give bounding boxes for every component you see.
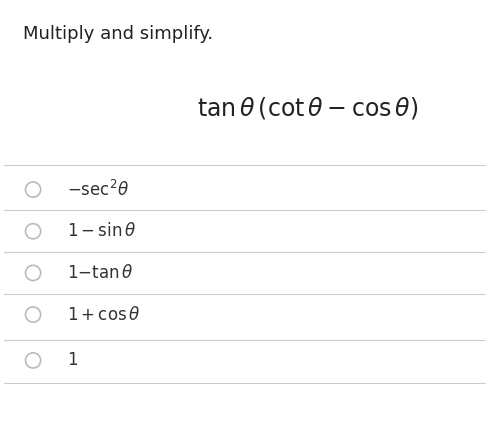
Text: Multiply and simplify.: Multiply and simplify. <box>24 25 214 43</box>
Text: $\tan\theta\,(\cot\theta - \cos\theta)$: $\tan\theta\,(\cot\theta - \cos\theta)$ <box>197 95 418 121</box>
Point <box>29 269 37 276</box>
Text: $1$: $1$ <box>67 352 78 369</box>
Point <box>29 186 37 193</box>
Point <box>29 311 37 318</box>
Text: $1 - \sin\theta$: $1 - \sin\theta$ <box>67 222 136 240</box>
Text: $- \sec^2\!\theta$: $- \sec^2\!\theta$ <box>67 179 129 200</box>
Point <box>29 228 37 235</box>
Text: $1 + \cos\theta$: $1 + \cos\theta$ <box>67 306 140 323</box>
Text: $1\mathrm{-}\tan\theta$: $1\mathrm{-}\tan\theta$ <box>67 264 133 282</box>
Point <box>29 357 37 364</box>
